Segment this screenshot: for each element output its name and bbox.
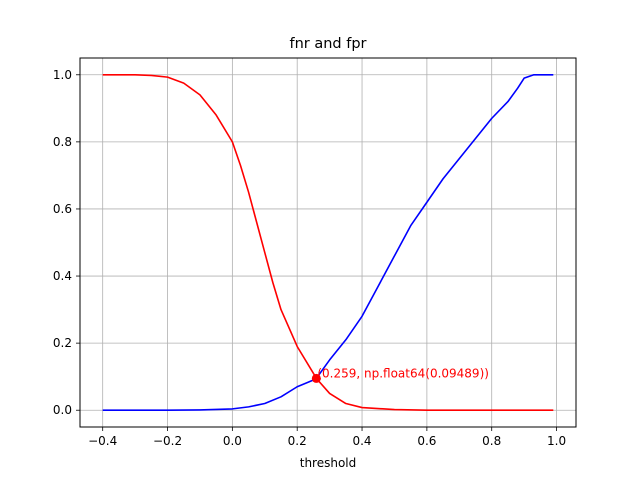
x-tick-label: 0.6 xyxy=(417,434,436,448)
series-layer xyxy=(102,73,554,412)
y-tick-label: 0.0 xyxy=(53,403,72,417)
y-tick-label: 0.6 xyxy=(53,202,72,216)
x-axis-ticks: −0.4 −0.2 0.0 0.2 0.4 0.6 0.8 1.0 xyxy=(88,427,566,448)
marker-layer: (0.259, np.float64(0.09489)) xyxy=(311,366,489,383)
x-tick-label: 1.0 xyxy=(547,434,566,448)
x-tick-label: 0.0 xyxy=(223,434,242,448)
x-tick-label: 0.8 xyxy=(482,434,501,448)
y-tick-label: 1.0 xyxy=(53,68,72,82)
fnr-line xyxy=(102,73,554,412)
intersection-marker xyxy=(311,373,321,383)
x-tick-label: 0.2 xyxy=(288,434,307,448)
x-axis-label: threshold xyxy=(300,456,357,470)
plot-frame xyxy=(79,57,577,428)
grid xyxy=(80,58,576,427)
x-tick-label: 0.4 xyxy=(352,434,371,448)
y-tick-label: 0.8 xyxy=(53,135,72,149)
intersection-annotation: (0.259, np.float64(0.09489)) xyxy=(317,366,489,380)
y-tick-label: 0.2 xyxy=(53,336,72,350)
x-tick-label: −0.4 xyxy=(88,434,117,448)
y-tick-label: 0.4 xyxy=(53,269,72,283)
chart-title: fnr and fpr xyxy=(289,36,366,52)
x-tick-label: −0.2 xyxy=(153,434,182,448)
y-axis-ticks: 0.0 0.2 0.4 0.6 0.8 1.0 xyxy=(53,68,80,417)
fpr-line xyxy=(102,73,554,412)
